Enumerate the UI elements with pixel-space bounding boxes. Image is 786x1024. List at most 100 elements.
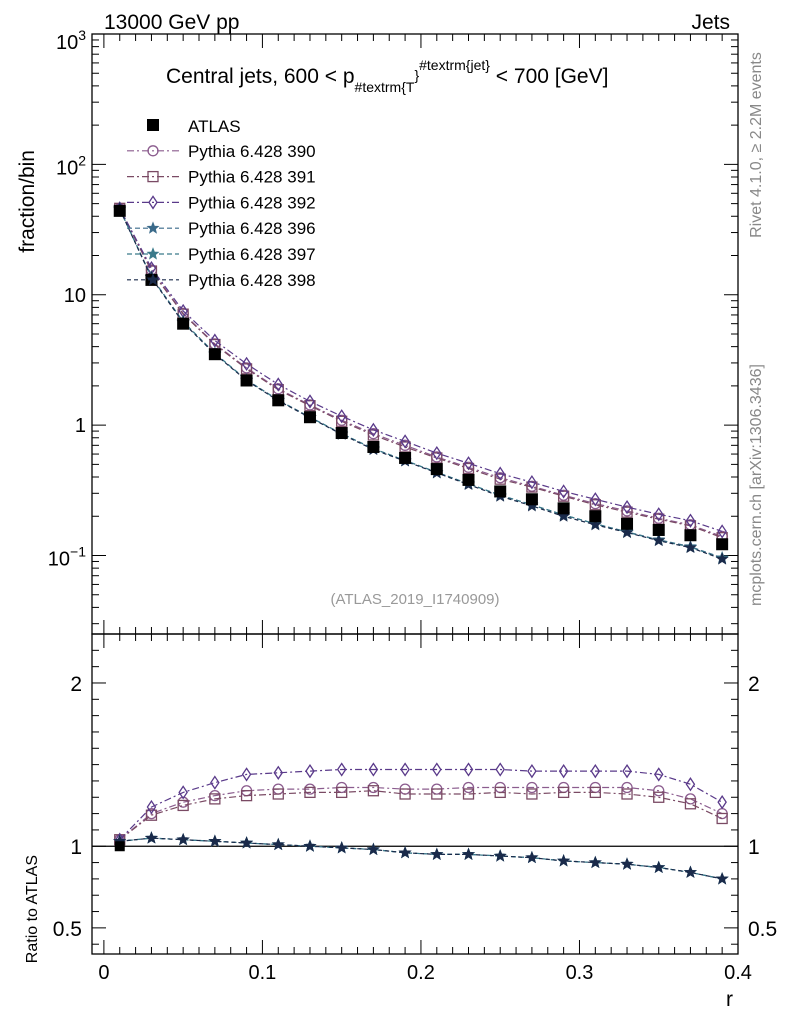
series-point-main bbox=[463, 456, 474, 471]
x-tick-label: 0.1 bbox=[249, 962, 277, 984]
series-line-ratio bbox=[119, 837, 723, 880]
series-point-ratio bbox=[558, 763, 569, 779]
legend-label: Pythia 6.428 397 bbox=[188, 245, 316, 264]
series-point-ratio bbox=[590, 763, 601, 779]
legend-marker-atlas bbox=[147, 119, 159, 131]
chart-title: Central jets, 600 < p#textrm{T}#textrm{j… bbox=[166, 57, 608, 95]
series-point-ratio bbox=[525, 850, 539, 864]
legend-marker bbox=[146, 247, 160, 260]
series-line-ratio bbox=[119, 837, 723, 880]
ratio-y-tick-label-right: 1 bbox=[748, 836, 760, 859]
ratio-y-tick-label: 1 bbox=[70, 836, 82, 859]
series-point-ratio bbox=[176, 832, 190, 846]
atlas-ratio-point bbox=[114, 841, 125, 852]
series-point-main bbox=[590, 492, 601, 507]
series-point-ratio bbox=[335, 841, 349, 854]
x-tick-label: 0.3 bbox=[566, 962, 594, 984]
atlas-data-point bbox=[589, 510, 602, 523]
title-brace: } bbox=[414, 67, 419, 83]
series-point-ratio bbox=[430, 847, 444, 860]
analysis-watermark: (ATLAS_2019_I1740909) bbox=[330, 591, 499, 608]
series-point-ratio bbox=[210, 775, 220, 790]
atlas-data-point bbox=[240, 374, 253, 387]
series-point-main bbox=[588, 517, 602, 531]
header-left: 13000 GeV pp bbox=[104, 11, 239, 34]
series-point-main bbox=[368, 422, 379, 438]
series-point-ratio bbox=[493, 849, 507, 862]
series-point-ratio bbox=[463, 762, 474, 777]
series-point-main bbox=[715, 552, 729, 565]
series-point-ratio bbox=[622, 763, 632, 779]
series-point-main bbox=[305, 394, 315, 409]
series-point-ratio bbox=[272, 788, 284, 800]
series-point-ratio bbox=[462, 781, 475, 794]
series-point-main bbox=[622, 499, 632, 515]
series-point-ratio bbox=[462, 847, 475, 860]
x-tick-label: 0.2 bbox=[407, 962, 435, 984]
atlas-data-point bbox=[716, 538, 729, 551]
atlas-data-point bbox=[335, 427, 348, 440]
series-point-ratio bbox=[305, 763, 315, 779]
series-point-ratio bbox=[716, 812, 728, 825]
x-axis: 0 0.1 0.2 0.3 0.4 bbox=[98, 34, 752, 984]
atlas-data-point bbox=[272, 394, 285, 407]
series-point-ratio bbox=[589, 786, 601, 799]
atlas-data-point bbox=[367, 440, 380, 453]
rivet-label: Rivet 4.1.0, ≥ 2.2M events bbox=[748, 52, 765, 238]
series-point-ratio bbox=[273, 765, 284, 780]
title-sub: #textrm{T bbox=[355, 79, 415, 95]
legend-label: Pythia 6.428 398 bbox=[188, 271, 316, 290]
series-point-ratio bbox=[144, 831, 158, 844]
series-point-ratio bbox=[240, 789, 253, 802]
series-point-ratio bbox=[653, 791, 665, 803]
series-line-ratio bbox=[119, 768, 723, 841]
legend-marker bbox=[146, 272, 160, 286]
series-point-ratio bbox=[526, 781, 538, 794]
series-layer bbox=[113, 201, 729, 885]
series-point-main bbox=[653, 507, 664, 522]
main-y-axis-label: fraction/bin bbox=[16, 150, 39, 253]
series-point-ratio bbox=[366, 842, 380, 856]
series-point-ratio bbox=[240, 836, 254, 849]
header-right: Jets bbox=[691, 11, 730, 34]
series-line-main bbox=[119, 208, 723, 532]
series-point-ratio bbox=[684, 798, 697, 810]
ratio-y-tick-label: 0.5 bbox=[53, 918, 82, 941]
series-point-ratio bbox=[683, 865, 697, 878]
title-main: Central jets, 600 < p bbox=[166, 65, 355, 88]
series-point-main bbox=[462, 462, 475, 475]
series-point-main bbox=[589, 499, 601, 511]
series-point-ratio bbox=[400, 762, 410, 777]
series-point-ratio bbox=[146, 799, 157, 815]
series-point-ratio bbox=[653, 767, 664, 782]
series-point-ratio bbox=[241, 767, 252, 782]
series-point-ratio bbox=[526, 788, 538, 800]
atlas-data-point bbox=[494, 485, 507, 498]
atlas-data-point bbox=[684, 529, 697, 542]
series-point-ratio bbox=[462, 788, 475, 800]
atlas-data-point bbox=[652, 523, 665, 536]
main-y-tick-label: 10 bbox=[64, 285, 86, 307]
x-tick-label: 0.4 bbox=[724, 962, 752, 984]
series-point-ratio bbox=[495, 762, 505, 777]
series-point-main bbox=[400, 434, 410, 449]
series-point-main bbox=[685, 513, 696, 528]
series-point-main bbox=[527, 475, 537, 490]
series-point-ratio bbox=[653, 785, 665, 797]
x-tick-label: 0 bbox=[98, 962, 109, 984]
series-point-ratio bbox=[303, 839, 317, 852]
series-point-main bbox=[336, 415, 348, 427]
main-y-axis: 10 1 103 102 10−1 bbox=[48, 27, 738, 625]
series-point-main bbox=[620, 525, 634, 539]
legend-label-atlas: ATLAS bbox=[188, 117, 241, 136]
series-point-ratio bbox=[178, 785, 188, 800]
legend-marker bbox=[148, 195, 158, 210]
series-point-main bbox=[336, 409, 347, 424]
atlas-data-point bbox=[430, 463, 443, 476]
series-line-main bbox=[119, 208, 723, 559]
series-point-main bbox=[241, 356, 252, 372]
atlas-data-point bbox=[462, 473, 475, 486]
series-point-ratio bbox=[336, 786, 348, 799]
series-point-main bbox=[557, 490, 570, 502]
